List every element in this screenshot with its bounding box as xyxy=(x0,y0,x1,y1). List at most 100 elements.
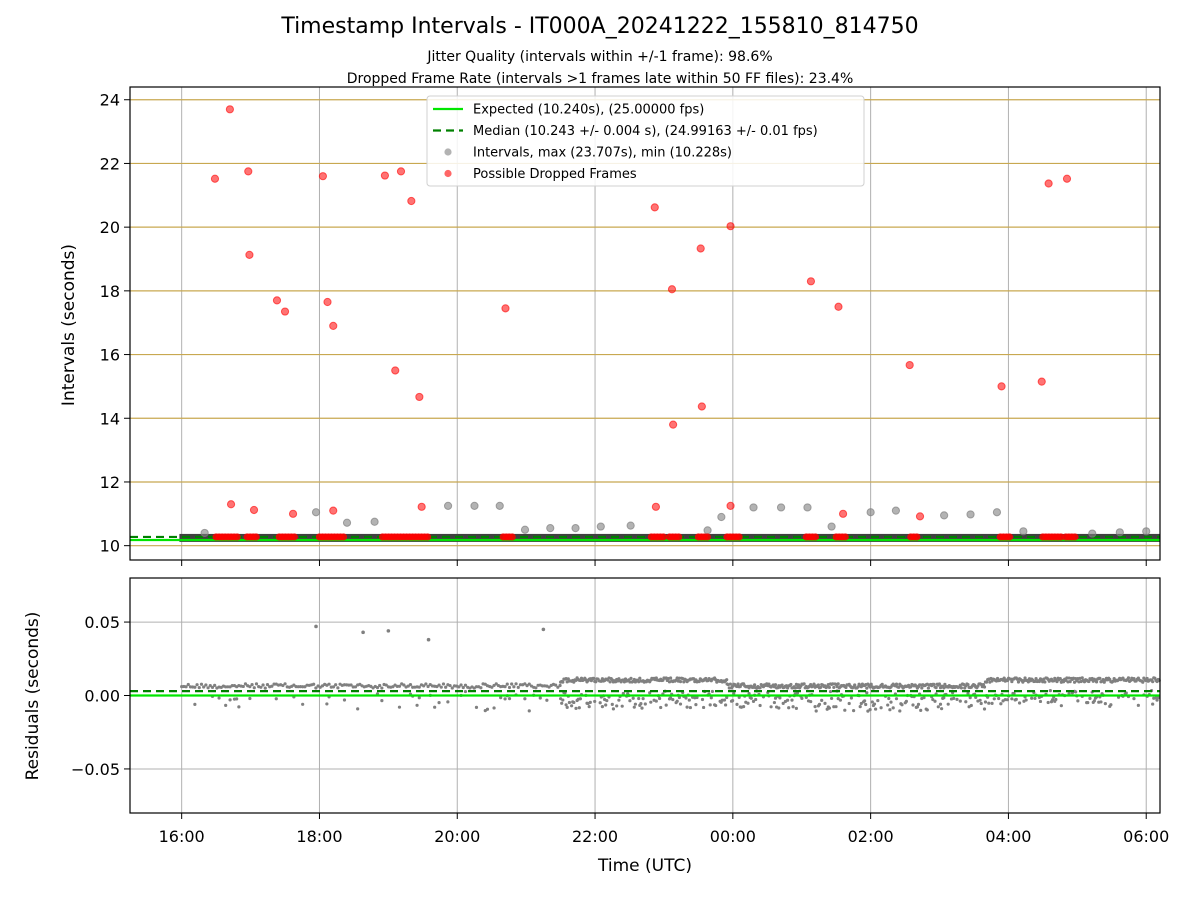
residual-point xyxy=(639,701,643,706)
dropped-frame-point xyxy=(318,172,328,181)
interval-point xyxy=(1115,528,1124,537)
residual-point xyxy=(874,707,878,711)
interval-point xyxy=(342,518,352,527)
residual-point xyxy=(417,685,421,689)
residual-point xyxy=(952,696,956,700)
residual-point xyxy=(459,683,463,687)
residual-point xyxy=(598,701,602,705)
residual-point xyxy=(749,696,753,700)
residual-point xyxy=(820,698,824,702)
residuals-panel: −0.05 0.00 0.05 16:00 18:00 20:00 22:00 00:00 02… xyxy=(71,577,1169,846)
residual-point xyxy=(1043,680,1047,684)
residual-point xyxy=(888,708,892,712)
interval-point xyxy=(717,512,726,522)
residual-point xyxy=(943,682,947,686)
residual-point xyxy=(1092,699,1096,703)
dropped-frame-point xyxy=(806,277,816,286)
residual-point xyxy=(505,682,509,686)
interval-point xyxy=(1088,529,1097,538)
y-tick-label: 12 xyxy=(100,473,120,492)
residual-point xyxy=(999,702,1003,706)
dropped-frame-point xyxy=(811,533,819,541)
residual-point xyxy=(604,703,608,707)
residual-point xyxy=(610,702,614,706)
residual-point xyxy=(237,705,241,709)
legend-swatch-marker xyxy=(444,148,452,156)
residual-point xyxy=(990,701,994,705)
residual-point xyxy=(780,683,784,687)
residual-point xyxy=(790,698,794,702)
residual-point xyxy=(235,697,239,701)
residual-point xyxy=(934,686,938,690)
residual-point xyxy=(1151,702,1155,706)
residual-point xyxy=(1017,701,1022,705)
residual-point xyxy=(213,683,217,688)
residual-point xyxy=(889,700,893,704)
legend: Expected (10.240s), (25.00000 fps) Median… xyxy=(426,95,865,187)
residual-point xyxy=(554,683,558,687)
residual-outlier-point xyxy=(386,629,391,633)
residual-point xyxy=(940,707,944,711)
residual-point xyxy=(620,704,624,708)
legend-label: Intervals, max (23.707s), min (10.228s) xyxy=(473,146,732,161)
residual-point xyxy=(592,676,596,680)
residual-point xyxy=(966,691,970,696)
residual-point xyxy=(514,682,518,686)
residual-point xyxy=(252,686,256,690)
residual-point xyxy=(836,696,840,701)
residual-point xyxy=(931,697,935,702)
residual-point xyxy=(758,686,762,690)
residual-point xyxy=(208,683,212,688)
residual-point xyxy=(570,704,574,708)
dropped-frame-point xyxy=(290,533,298,541)
residual-point xyxy=(450,686,454,690)
residual-point xyxy=(852,709,856,713)
residual-point xyxy=(682,680,686,684)
residual-point xyxy=(461,685,465,690)
residual-point xyxy=(1076,699,1080,703)
legend-label: Expected (10.240s), (25.00000 fps) xyxy=(473,103,704,118)
residual-point xyxy=(865,686,869,690)
residual-point xyxy=(593,699,597,704)
residual-point xyxy=(193,702,197,706)
interval-point xyxy=(703,526,712,535)
interval-point xyxy=(966,510,975,519)
residual-point xyxy=(843,708,847,712)
residual-point xyxy=(938,702,943,706)
residual-outlier-point xyxy=(314,624,318,629)
dropped-frame-point xyxy=(508,533,516,541)
dropped-frame-point xyxy=(997,382,1006,391)
residual-point xyxy=(844,685,848,690)
dropped-frame-point xyxy=(245,250,254,259)
residual-point xyxy=(426,684,430,689)
residual-point xyxy=(1038,699,1043,704)
residual-point xyxy=(512,685,516,689)
residual-point xyxy=(474,705,479,710)
residual-point xyxy=(732,691,736,696)
residual-point xyxy=(1088,696,1092,700)
residual-point xyxy=(725,678,729,682)
dropped-frame-point xyxy=(288,509,298,518)
residual-point xyxy=(1054,697,1058,702)
residual-point xyxy=(736,682,740,686)
interval-point xyxy=(749,503,758,512)
dropped-frame-point xyxy=(1005,533,1013,541)
residual-point xyxy=(880,682,884,686)
interval-point xyxy=(1019,527,1028,536)
residual-point xyxy=(538,696,542,700)
residual-point xyxy=(946,702,950,706)
interval-point xyxy=(520,525,530,534)
residual-point xyxy=(876,698,880,703)
residual-point xyxy=(827,685,832,690)
residual-point xyxy=(697,679,701,684)
residual-point xyxy=(789,682,793,687)
residual-point xyxy=(926,686,931,690)
residual-point xyxy=(773,696,778,700)
residual-point xyxy=(241,684,245,689)
y-tick-label: −0.05 xyxy=(71,760,120,779)
residual-point xyxy=(838,698,843,702)
residual-point xyxy=(1055,679,1059,684)
figure-subtitle-dropped: Dropped Frame Rate (intervals >1 frames … xyxy=(346,71,854,87)
figure-subtitle-jitter: Jitter Quality (intervals within +/-1 fr… xyxy=(427,49,773,65)
residual-point xyxy=(263,686,267,690)
